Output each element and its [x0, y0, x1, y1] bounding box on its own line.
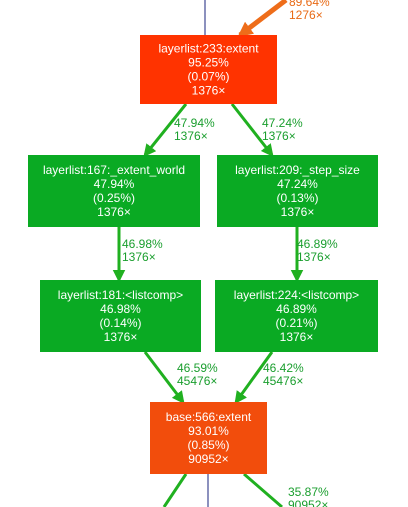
edge-percent: 35.87%: [288, 485, 329, 499]
edge-label: 46.89% 1376×: [297, 237, 338, 264]
edge-line[interactable]: [143, 103, 188, 157]
node-total-percent: 93.01%: [188, 424, 229, 438]
node-label: layerlist:209:_step_size 47.24% (0.13%) 137…: [235, 163, 360, 219]
node-label: layerlist:224:<listcomp> 46.89% (0.21%) 137…: [234, 288, 359, 344]
edge-base-out-right[interactable]: 35.87% 90952×: [243, 472, 329, 507]
edge-181-base[interactable]: 46.59% 45476×: [143, 351, 218, 405]
node-n209[interactable]: layerlist:209:_step_size 47.24% (0.13%) 137…: [217, 155, 378, 227]
edge-percent: 47.94%: [174, 116, 215, 130]
edge-percent: 46.98%: [122, 237, 163, 251]
edge-label: 46.59% 45476×: [177, 361, 218, 388]
edge-line[interactable]: [230, 103, 274, 157]
edge-label: 89.64% 1276×: [289, 0, 330, 22]
edge-label: 46.42% 45476×: [263, 361, 304, 388]
node-box[interactable]: [217, 155, 378, 227]
node-self-percent: (0.07%): [187, 70, 229, 84]
node-box[interactable]: [140, 35, 277, 104]
node-box[interactable]: [28, 155, 200, 227]
node-box[interactable]: [150, 402, 267, 474]
node-total-percent: 46.98%: [100, 302, 141, 316]
node-n181[interactable]: layerlist:181:<listcomp> 46.98% (0.14%) 137…: [40, 280, 201, 352]
edge-label: 47.94% 1376×: [174, 116, 215, 143]
edge-label: 47.24% 1376×: [262, 116, 303, 143]
edge-base-out-left[interactable]: [162, 473, 188, 507]
edge-calls: 1376×: [174, 129, 208, 143]
edge-line[interactable]: [143, 351, 185, 405]
edge-167-181[interactable]: 46.98% 1376×: [112, 227, 163, 283]
node-box[interactable]: [40, 280, 201, 352]
edge-calls: 1376×: [122, 250, 156, 264]
edge-calls: 45476×: [177, 374, 217, 388]
node-total-percent: 46.89%: [276, 302, 317, 316]
node-n167[interactable]: layerlist:167:_extent_world 47.94% (0.25%)…: [28, 155, 200, 227]
edge-233-167[interactable]: 47.94% 1376×: [143, 103, 215, 157]
edge-224-base[interactable]: 46.42% 45476×: [234, 351, 304, 405]
node-total-percent: 47.24%: [277, 177, 318, 191]
edge-label: 46.98% 1376×: [122, 237, 163, 264]
node-function-name: layerlist:233:extent: [158, 42, 259, 56]
node-n233[interactable]: layerlist:233:extent 95.25% (0.07%) 1376×: [140, 35, 277, 104]
node-function-name: layerlist:167:_extent_world: [43, 163, 185, 177]
node-total-percent: 95.25%: [188, 56, 229, 70]
edge-233-209[interactable]: 47.24% 1376×: [230, 103, 303, 157]
edge-label: 35.87% 90952×: [288, 485, 329, 507]
node-self-percent: (0.14%): [99, 316, 141, 330]
node-base566[interactable]: base:566:extent 93.01% (0.85%) 90952×: [150, 402, 267, 474]
edge-percent: 47.24%: [262, 116, 303, 130]
edge-209-224[interactable]: 46.89% 1376×: [290, 227, 338, 283]
edge-percent: 89.64%: [289, 0, 330, 9]
node-label: layerlist:181:<listcomp> 46.98% (0.14%) 137…: [58, 288, 183, 344]
node-box[interactable]: [215, 280, 378, 352]
edge-calls: 1276×: [289, 8, 323, 22]
node-total-percent: 47.94%: [94, 177, 135, 191]
node-label: layerlist:167:_extent_world 47.94% (0.25%)…: [43, 163, 185, 219]
node-call-count: 90952×: [188, 452, 228, 466]
edge-percent: 46.42%: [263, 361, 304, 375]
node-call-count: 1376×: [104, 330, 138, 344]
edge-percent: 46.89%: [297, 237, 338, 251]
node-call-count: 1376×: [97, 205, 131, 219]
edge-calls: 1376×: [297, 250, 331, 264]
node-self-percent: (0.25%): [93, 191, 135, 205]
node-function-name: layerlist:224:<listcomp>: [234, 288, 359, 302]
node-label: layerlist:233:extent 95.25% (0.07%) 1376×: [158, 42, 259, 98]
node-label: base:566:extent 93.01% (0.85%) 90952×: [166, 410, 252, 466]
edge-line[interactable]: [243, 472, 283, 507]
node-function-name: layerlist:181:<listcomp>: [58, 288, 183, 302]
edge-percent: 46.59%: [177, 361, 218, 375]
edge-calls: 1376×: [262, 129, 296, 143]
edge-incoming-hot[interactable]: 89.64% 1276×: [237, 0, 330, 37]
node-call-count: 1376×: [192, 84, 226, 98]
node-n224[interactable]: layerlist:224:<listcomp> 46.89% (0.21%) 137…: [215, 280, 378, 352]
node-self-percent: (0.13%): [276, 191, 318, 205]
edge-calls: 45476×: [263, 374, 303, 388]
node-call-count: 1376×: [281, 205, 315, 219]
edge-line[interactable]: [162, 473, 188, 507]
edge-line[interactable]: [234, 351, 274, 405]
node-self-percent: (0.21%): [275, 316, 317, 330]
node-function-name: layerlist:209:_step_size: [235, 163, 360, 177]
edge-calls: 90952×: [288, 498, 328, 507]
node-self-percent: (0.85%): [187, 438, 229, 452]
node-function-name: base:566:extent: [166, 410, 252, 424]
edge-line[interactable]: [237, 0, 288, 37]
node-call-count: 1376×: [280, 330, 314, 344]
